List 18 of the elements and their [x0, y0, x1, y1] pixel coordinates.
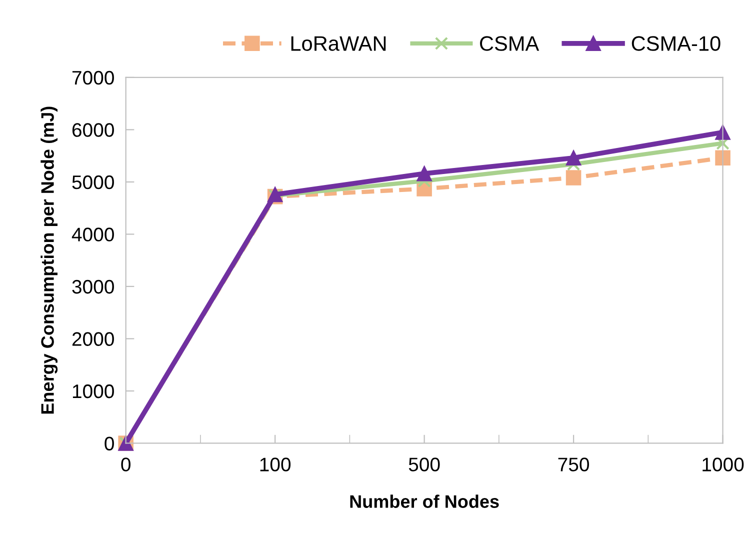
- x-tick-label: 0: [121, 458, 130, 472]
- legend-label: CSMA-10: [632, 36, 720, 51]
- y-tick-label: 7000: [72, 70, 114, 85]
- x-tick-label: 100: [260, 458, 291, 472]
- x-tick-label: 500: [408, 458, 440, 472]
- y-tick-label: 3000: [72, 280, 114, 294]
- y-axis-title: Energy Consumption per Node (mJ): [40, 106, 58, 414]
- x-tick-label: 750: [558, 458, 590, 472]
- legend-label: LoRaWAN: [291, 36, 386, 51]
- legend-label: CSMA: [480, 36, 540, 51]
- y-tick-label: 2000: [72, 332, 114, 346]
- x-axis-title: Number of Nodes: [350, 494, 499, 508]
- y-tick-label: 5000: [72, 175, 114, 190]
- y-tick-label: 0: [104, 436, 114, 450]
- y-tick-label: 1000: [72, 384, 114, 398]
- y-tick-label: 4000: [72, 228, 114, 242]
- y-tick-label: 6000: [72, 123, 114, 137]
- x-tick-label: 1000: [702, 458, 744, 472]
